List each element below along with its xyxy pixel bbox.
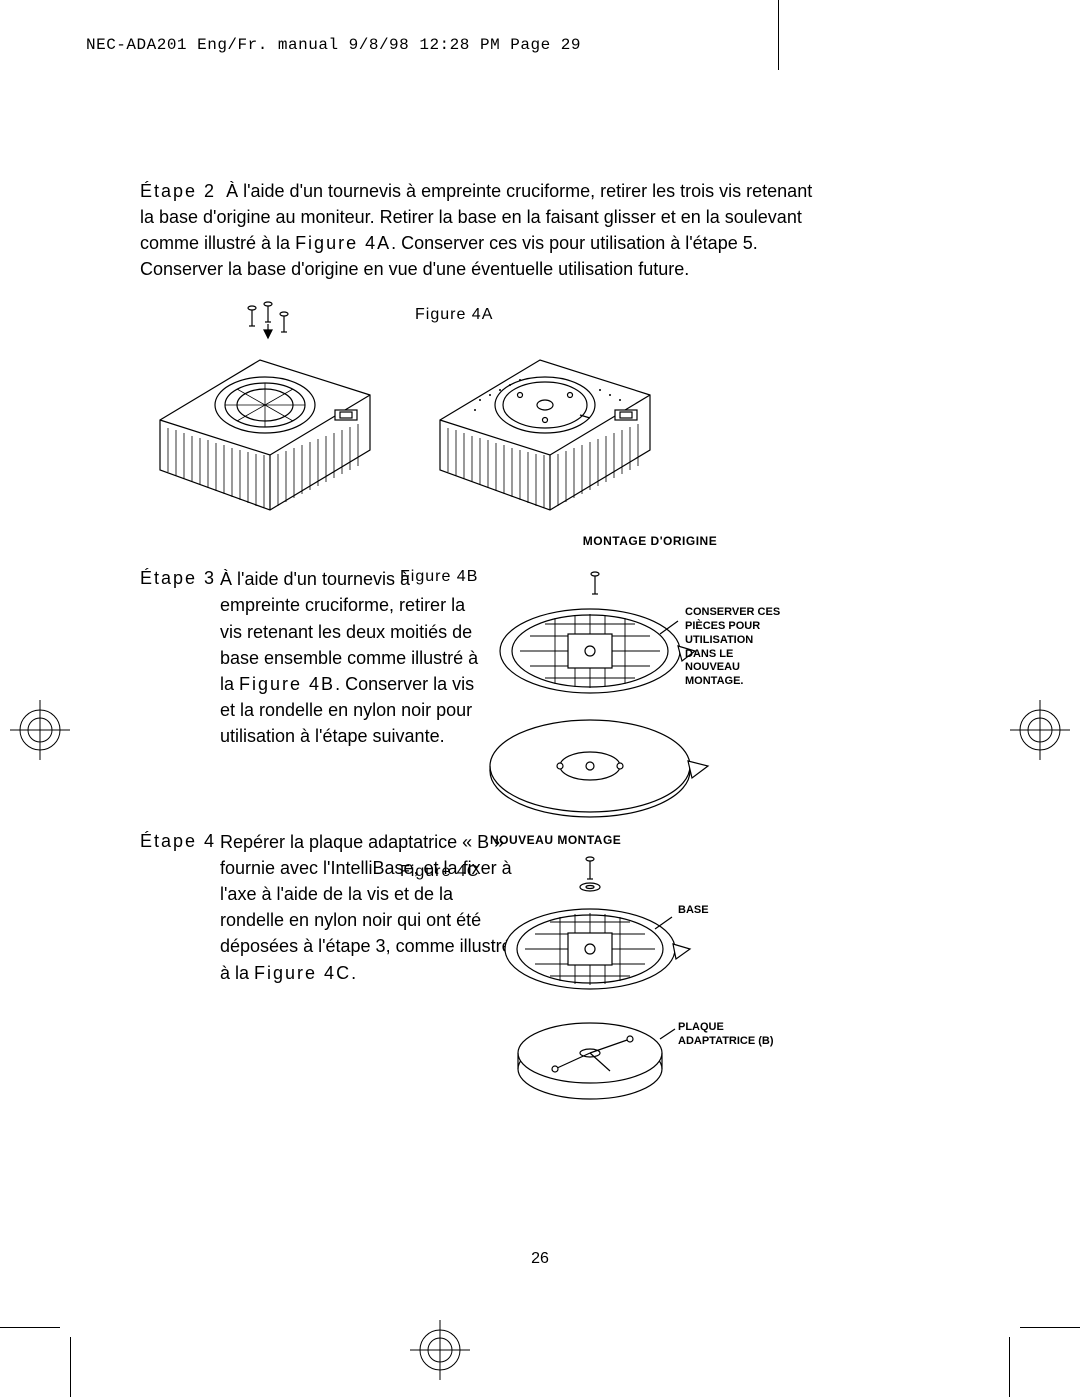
figure-4b-illustration-wrap: CONSERVER CES PIÈCES POUR UTILISATION DA… [460, 566, 760, 871]
registration-mark-left [10, 700, 70, 760]
step-2-paragraph: Étape 2 À l'aide d'un tournevis à emprei… [140, 178, 820, 282]
step-4-figref: Figure 4C [254, 963, 351, 983]
registration-mark-right [1010, 700, 1070, 760]
step-3-figref: Figure 4B [239, 674, 335, 694]
figure-4c-illustration-wrap: BASE PLAQUE ADAPTATRICE (B) [460, 849, 760, 1154]
page-number: 26 [0, 1250, 1080, 1268]
step-3-text: À l'aide d'un tournevis à empreinte cruc… [220, 566, 480, 749]
step-4-label: Étape 4 [140, 829, 220, 986]
print-header: NEC-ADA201 Eng/Fr. manual 9/8/98 12:28 P… [86, 36, 581, 54]
step-3-block: Étape 3 À l'aide d'un tournevis à emprei… [140, 566, 820, 749]
page-content: Étape 2 À l'aide d'un tournevis à emprei… [140, 160, 820, 986]
label-plaque-adaptatrice: PLAQUE ADAPTATRICE (B) [678, 1021, 798, 1049]
step-3-label: Étape 3 [140, 566, 220, 749]
figure-4a-label: Figure 4A [415, 306, 493, 324]
step-2-figref: Figure 4A [295, 233, 391, 253]
side-note-conserver: CONSERVER CES PIÈCES POUR UTILISATION DA… [685, 606, 785, 689]
figure-4a-row: Figure 4A [140, 300, 820, 530]
figure-4c-illustration [460, 849, 740, 1149]
step-4-text-b: . [351, 963, 356, 983]
crop-tick-top [778, 0, 779, 70]
manual-page: NEC-ADA201 Eng/Fr. manual 9/8/98 12:28 P… [0, 0, 1080, 1397]
figure-4a-left-illustration [140, 300, 390, 530]
crop-mark-bottom-right [1010, 1327, 1080, 1397]
caption-montage-origine: MONTAGE D'ORIGINE [480, 534, 820, 548]
step-2-label: Étape 2 [140, 181, 216, 201]
caption-nouveau-montage: NOUVEAU MONTAGE [490, 833, 621, 847]
figure-4a-right-illustration [420, 300, 670, 530]
registration-mark-bottom [410, 1320, 470, 1380]
label-base: BASE [678, 904, 709, 918]
step-4-block: Étape 4 Repérer la plaque adaptatrice « … [140, 829, 820, 986]
crop-mark-bottom-left [0, 1327, 70, 1397]
